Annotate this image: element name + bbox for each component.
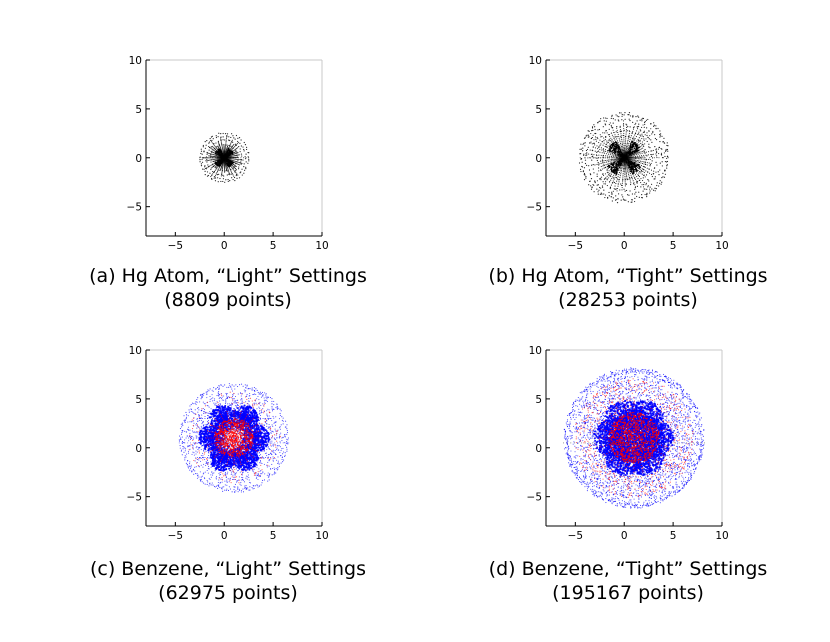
- y-tick-label-d-0: −5: [527, 492, 542, 504]
- points-d: [563, 367, 705, 509]
- caption-points-c: (62975 points): [158, 582, 298, 604]
- points-a: [199, 132, 250, 183]
- y-tick-label-b-2: 5: [535, 104, 542, 116]
- y-tick-label-c-3: 10: [129, 345, 142, 357]
- caption-title-b: (b) Hg Atom, “Tight” Settings: [488, 265, 768, 287]
- x-tick-label-b-3: 10: [715, 240, 728, 252]
- y-tick-label-a-0: −5: [127, 202, 142, 214]
- caption-title-a: (a) Hg Atom, “Light” Settings: [89, 265, 367, 287]
- x-tick-label-b-2: 5: [670, 240, 677, 252]
- chart-c: −5 0 5 10 −5 0 5 10: [127, 345, 329, 542]
- y-tick-label-b-0: −5: [527, 202, 542, 214]
- x-tick-label-c-3: 10: [315, 530, 328, 542]
- x-tick-label-a-0: −5: [168, 240, 183, 252]
- x-tick-label-b-1: 0: [621, 240, 628, 252]
- y-tick-label-d-1: 0: [535, 443, 542, 455]
- x-tick-label-a-2: 5: [270, 240, 277, 252]
- caption-points-b: (28253 points): [558, 289, 698, 311]
- x-tick-label-c-2: 5: [270, 530, 277, 542]
- x-tick-label-d-0: −5: [568, 530, 583, 542]
- x-tick-label-c-0: −5: [168, 530, 183, 542]
- y-tick-label-d-3: 10: [529, 345, 542, 357]
- y-tick-label-c-1: 0: [135, 443, 142, 455]
- caption-points-a: (8809 points): [164, 289, 292, 311]
- caption-points-d: (195167 points): [552, 582, 704, 604]
- x-tick-label-d-1: 0: [621, 530, 628, 542]
- y-tick-label-c-2: 5: [135, 394, 142, 406]
- x-tick-label-d-3: 10: [715, 530, 728, 542]
- y-tick-label-c-0: −5: [127, 492, 142, 504]
- caption-b: (b) Hg Atom, “Tight” Settings (28253 poi…: [438, 264, 818, 312]
- y-tick-label-b-1: 0: [535, 153, 542, 165]
- y-tick-label-a-2: 5: [135, 104, 142, 116]
- caption-title-c: (c) Benzene, “Light” Settings: [89, 558, 367, 580]
- points-c: [178, 382, 290, 493]
- caption-c: (c) Benzene, “Light” Settings (62975 poi…: [38, 557, 418, 605]
- chart-b: −5 0 5 10 −5 0 5 10: [527, 55, 729, 252]
- y-tick-label-a-3: 10: [129, 55, 142, 67]
- x-tick-label-a-3: 10: [315, 240, 328, 252]
- caption-d: (d) Benzene, “Tight” Settings (195167 po…: [438, 557, 818, 605]
- y-tick-label-a-1: 0: [135, 153, 142, 165]
- x-tick-label-b-0: −5: [568, 240, 583, 252]
- y-tick-label-d-2: 5: [535, 394, 542, 406]
- x-tick-label-a-1: 0: [221, 240, 228, 252]
- caption-title-d: (d) Benzene, “Tight” Settings: [488, 558, 768, 580]
- caption-a: (a) Hg Atom, “Light” Settings (8809 poin…: [38, 264, 418, 312]
- x-tick-label-d-2: 5: [670, 530, 677, 542]
- x-tick-label-c-1: 0: [221, 530, 228, 542]
- y-tick-label-b-3: 10: [529, 55, 542, 67]
- chart-a: −5 0 5 10 −5 0 5 10: [127, 55, 329, 252]
- points-b: [578, 112, 669, 204]
- chart-d: −5 0 5 10 −5 0 5 10: [527, 345, 729, 542]
